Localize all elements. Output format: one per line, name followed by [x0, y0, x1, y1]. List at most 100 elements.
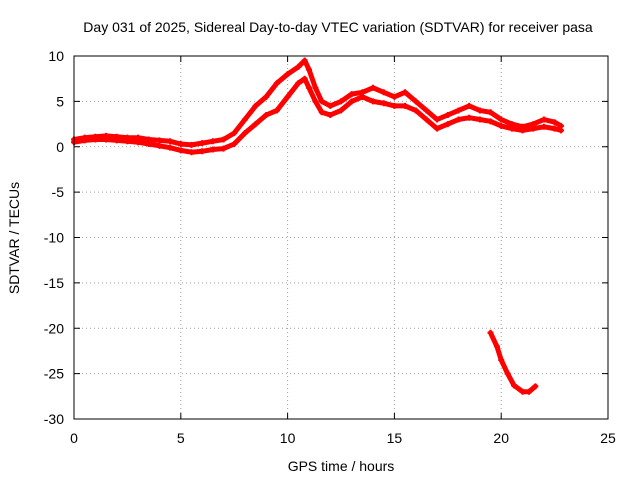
- x-tick-label: 25: [600, 430, 616, 446]
- data-point: [466, 114, 473, 121]
- data-point: [402, 102, 409, 109]
- data-point: [241, 130, 248, 137]
- data-point: [113, 137, 120, 144]
- data-point: [263, 93, 270, 100]
- data-point: [359, 93, 366, 100]
- data-point: [508, 125, 515, 132]
- data-point: [156, 137, 163, 144]
- y-tick-label: -25: [44, 366, 64, 382]
- data-point: [241, 116, 248, 123]
- data-point: [338, 107, 344, 114]
- y-axis-label: SDTVAR / TECUs: [6, 182, 22, 294]
- data-point: [231, 130, 238, 137]
- data-point: [466, 102, 473, 109]
- data-point: [348, 91, 355, 98]
- data-point: [504, 370, 511, 377]
- data-point: [391, 102, 398, 109]
- data-point: [380, 100, 387, 107]
- data-point: [103, 136, 110, 143]
- data-point: [511, 382, 518, 389]
- data-point: [487, 329, 494, 336]
- data-point: [423, 116, 430, 123]
- data-point: [284, 71, 291, 78]
- data-point: [348, 98, 355, 105]
- data-point: [487, 118, 494, 125]
- data-point: [380, 89, 387, 96]
- data-point: [318, 109, 325, 116]
- data-point: [273, 107, 280, 114]
- data-point: [312, 98, 319, 105]
- plot-frame: [73, 55, 609, 420]
- data-point: [301, 57, 308, 64]
- x-tick-label: 0: [70, 430, 78, 446]
- data-point: [434, 116, 441, 123]
- data-point: [177, 147, 184, 154]
- data-point: [188, 149, 195, 156]
- data-point: [551, 119, 558, 126]
- data-point: [263, 111, 270, 118]
- data-point: [540, 116, 547, 123]
- data-point: [220, 136, 227, 143]
- data-point: [412, 107, 419, 114]
- data-point: [305, 66, 312, 73]
- data-point: [540, 123, 547, 130]
- data-point: [220, 145, 227, 152]
- data-point: [156, 142, 163, 149]
- data-point: [284, 93, 291, 100]
- data-point: [498, 116, 505, 123]
- data-point: [145, 141, 152, 148]
- data-point: [558, 127, 565, 134]
- y-tick-label: -20: [44, 320, 64, 336]
- data-point: [402, 89, 409, 96]
- data-point: [498, 357, 505, 364]
- x-axis-label: GPS time / hours: [288, 458, 395, 474]
- data-point: [81, 137, 88, 144]
- data-point: [199, 140, 206, 147]
- data-point: [209, 138, 216, 145]
- y-tick-label: 10: [48, 48, 64, 64]
- data-point: [370, 98, 377, 105]
- data-point: [434, 125, 441, 132]
- data-point: [519, 388, 526, 395]
- data-point: [493, 343, 500, 350]
- data-point: [444, 121, 451, 128]
- y-tick-label: -5: [52, 184, 65, 200]
- y-tick-label: -15: [44, 275, 64, 291]
- data-point: [455, 107, 462, 114]
- data-point: [273, 80, 280, 87]
- data-point: [199, 148, 206, 155]
- x-tick-label: 15: [387, 430, 403, 446]
- data-point: [209, 146, 216, 153]
- y-tick-label: 5: [56, 93, 64, 109]
- data-point: [231, 141, 238, 148]
- data-point: [92, 136, 99, 143]
- data-point: [455, 116, 462, 123]
- data-point: [338, 98, 344, 105]
- data-point: [444, 111, 451, 118]
- data-point: [498, 122, 505, 129]
- data-point: [327, 102, 334, 109]
- data-point: [124, 138, 131, 145]
- y-tick-label: 0: [56, 139, 64, 155]
- data-point: [312, 84, 319, 91]
- data-point: [476, 107, 483, 114]
- data-point: [188, 141, 195, 148]
- data-point: [370, 84, 377, 91]
- data-point: [252, 121, 259, 128]
- chart-title: Day 031 of 2025, Sidereal Day-to-day VTE…: [83, 19, 593, 35]
- data-point: [423, 107, 430, 114]
- data-point: [525, 388, 532, 395]
- data-point: [551, 125, 558, 132]
- series-line-2: [488, 330, 538, 395]
- data-point: [487, 109, 494, 116]
- data-point: [167, 144, 174, 151]
- data-point: [476, 116, 483, 123]
- data-point: [391, 93, 398, 100]
- data-point: [412, 98, 419, 105]
- x-tick-label: 20: [493, 430, 509, 446]
- data-point: [305, 84, 312, 91]
- x-tick-label: 10: [280, 430, 296, 446]
- data-point: [295, 80, 302, 87]
- data-point: [167, 138, 174, 145]
- data-point: [177, 141, 184, 148]
